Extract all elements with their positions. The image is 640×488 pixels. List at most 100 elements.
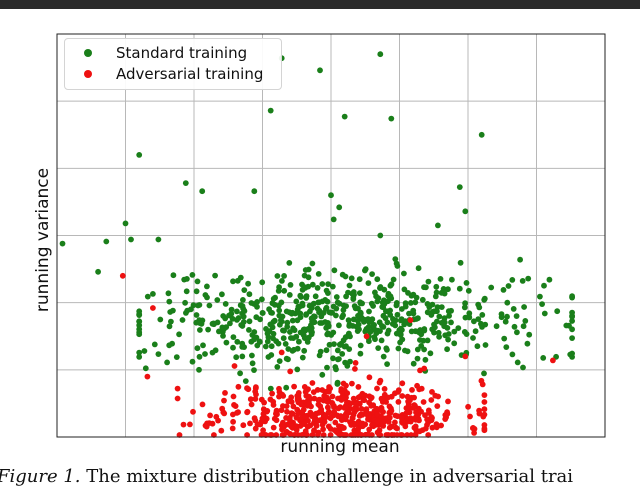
adversarial-point-171 xyxy=(284,408,290,415)
standard-training-points xyxy=(59,51,575,392)
adversarial-point-342 xyxy=(295,390,302,396)
standard-point-471 xyxy=(334,379,341,386)
standard-point-130 xyxy=(330,355,336,362)
legend-marker-adversarial xyxy=(84,70,92,78)
adversarial-point-201 xyxy=(432,392,439,399)
standard-point-22 xyxy=(276,307,283,314)
standard-point-507 xyxy=(445,336,451,343)
standard-point-104 xyxy=(176,331,183,338)
standard-point-619 xyxy=(554,308,561,315)
standard-point-13 xyxy=(482,342,489,348)
standard-point-133 xyxy=(449,276,455,283)
standard-point-284 xyxy=(166,298,173,305)
adversarial-point-542 xyxy=(144,373,151,380)
adversarial-point-472 xyxy=(369,422,375,428)
standard-point-512 xyxy=(223,324,230,330)
standard-point-645 xyxy=(136,152,143,158)
adversarial-point-335 xyxy=(293,414,300,421)
adversarial-point-423 xyxy=(244,409,251,416)
standard-point-527 xyxy=(410,307,417,314)
standard-point-317 xyxy=(392,256,399,262)
standard-point-96 xyxy=(251,367,257,373)
adversarial-point-467 xyxy=(428,414,435,420)
standard-point-571 xyxy=(222,301,229,307)
standard-point-510 xyxy=(351,303,358,309)
standard-point-557 xyxy=(520,364,526,371)
standard-point-273 xyxy=(265,354,272,360)
standard-point-602 xyxy=(308,303,315,310)
adversarial-point-520 xyxy=(229,425,236,432)
adversarial-point-454 xyxy=(365,431,371,438)
standard-point-396 xyxy=(276,358,283,364)
standard-point-637 xyxy=(362,266,369,272)
standard-point-1 xyxy=(488,284,495,291)
legend-marker-standard xyxy=(84,49,92,57)
adversarial-point-416 xyxy=(399,393,406,399)
standard-point-577 xyxy=(368,318,374,325)
adversarial-point-530 xyxy=(364,410,371,416)
standard-point-519 xyxy=(384,361,390,367)
standard-point-514 xyxy=(569,294,575,301)
adversarial-point-499 xyxy=(317,417,323,424)
standard-point-531 xyxy=(342,273,349,280)
adversarial-point-476 xyxy=(260,411,267,417)
standard-point-563 xyxy=(268,309,274,316)
standard-point-439 xyxy=(228,306,235,313)
standard-point-594 xyxy=(399,336,406,343)
standard-point-468 xyxy=(343,293,349,300)
standard-point-581 xyxy=(346,323,353,329)
standard-point-52 xyxy=(334,347,341,354)
caption-text: The mixture distribution challenge in ad… xyxy=(86,466,574,487)
standard-point-407 xyxy=(318,313,325,320)
standard-point-529 xyxy=(438,304,445,310)
standard-point-292 xyxy=(331,341,337,347)
adversarial-point-360 xyxy=(349,380,355,387)
standard-point-417 xyxy=(222,315,229,322)
standard-point-387 xyxy=(214,297,221,303)
standard-point-381 xyxy=(249,352,255,359)
standard-point-506 xyxy=(421,284,427,291)
standard-point-378 xyxy=(259,310,266,316)
adversarial-point-389 xyxy=(410,404,417,411)
adversarial-point-539 xyxy=(230,393,237,400)
standard-point-362 xyxy=(378,337,385,344)
standard-point-266 xyxy=(286,260,293,266)
standard-point-156 xyxy=(189,358,196,365)
standard-point-85 xyxy=(521,304,527,310)
standard-point-110 xyxy=(537,293,543,300)
standard-point-599 xyxy=(445,331,452,337)
adversarial-point-334 xyxy=(307,409,314,416)
adversarial-point-537 xyxy=(302,414,309,420)
standard-point-521 xyxy=(309,260,316,267)
standard-point-553 xyxy=(309,329,315,336)
standard-point-592 xyxy=(334,299,341,306)
standard-point-167 xyxy=(569,318,575,324)
standard-point-404 xyxy=(462,314,469,321)
standard-point-480 xyxy=(502,318,509,325)
adversarial-point-265 xyxy=(267,432,274,438)
adversarial-point-104 xyxy=(428,397,435,403)
adversarial-point-297 xyxy=(293,423,300,429)
standard-point-627 xyxy=(569,326,575,333)
adversarial-point-541 xyxy=(150,305,156,311)
standard-point-171 xyxy=(412,299,419,306)
adversarial-point-16 xyxy=(187,421,193,428)
standard-point-545 xyxy=(438,289,445,296)
standard-point-593 xyxy=(357,299,364,306)
adversarial-point-289 xyxy=(321,418,328,425)
adversarial-point-286 xyxy=(467,413,473,420)
standard-point-127 xyxy=(526,331,533,338)
y-axis-label: running variance xyxy=(33,167,53,313)
standard-point-375 xyxy=(312,293,319,300)
adversarial-point-518 xyxy=(395,387,402,394)
standard-point-376 xyxy=(379,323,385,329)
standard-point-461 xyxy=(293,298,300,305)
standard-point-534 xyxy=(280,327,286,334)
standard-point-136 xyxy=(168,318,174,325)
standard-point-308 xyxy=(268,343,275,350)
standard-point-168 xyxy=(301,347,308,354)
adversarial-point-425 xyxy=(366,399,372,406)
standard-point-661 xyxy=(435,222,441,229)
standard-point-421 xyxy=(193,319,200,326)
standard-point-248 xyxy=(475,301,482,308)
